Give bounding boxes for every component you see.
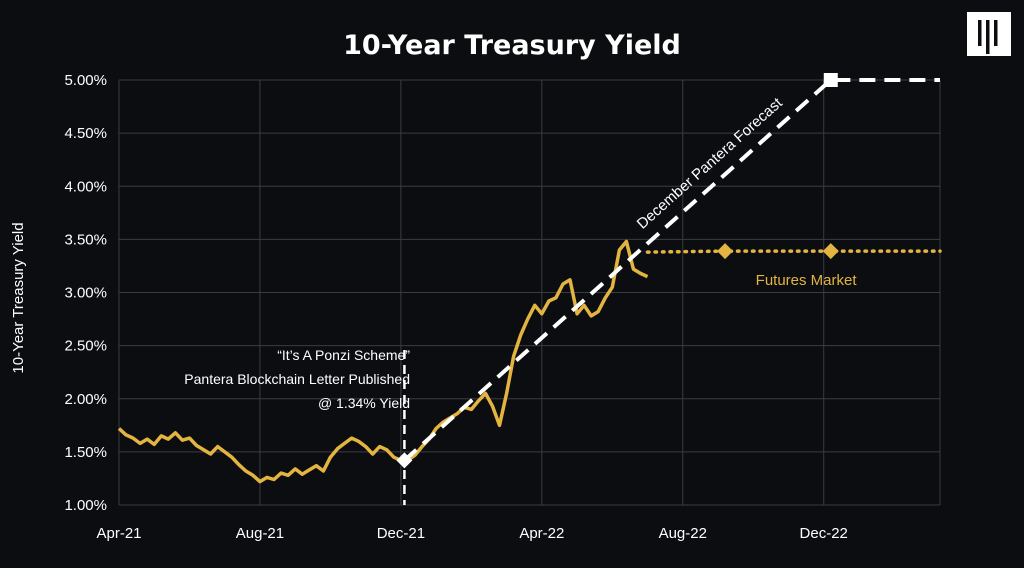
ponzi-annotation-line-2: Pantera Blockchain Letter Published <box>184 371 410 387</box>
x-tick-label: Apr-22 <box>519 525 564 542</box>
forecast-end-point <box>823 73 838 87</box>
y-tick-label: 1.50% <box>64 444 107 461</box>
y-tick-labels: 1.00% 1.50% 2.00% 2.50% 3.00% 3.50% 4.00% 4.50%… <box>64 72 107 514</box>
y-tick-label: 2.50% <box>64 338 107 355</box>
ponzi-annotation: “It’s A Ponzi Scheme” Pantera Blockchain… <box>184 347 410 505</box>
series-forecast-line <box>403 78 940 462</box>
x-tick-label: Aug-22 <box>659 525 707 542</box>
y-axis-label: 10-Year Treasury Yield <box>10 222 27 373</box>
pantera-logo <box>967 12 1011 56</box>
grid <box>118 79 941 506</box>
series-yield-line <box>117 239 649 484</box>
chart-title: 10-Year Treasury Yield <box>343 30 681 61</box>
y-tick-label: 3.00% <box>64 285 107 302</box>
x-tick-label: Dec-22 <box>800 525 848 542</box>
y-tick-label: 1.00% <box>64 497 107 514</box>
x-tick-label: Dec-21 <box>377 525 425 542</box>
y-tick-label: 3.50% <box>64 231 107 248</box>
ponzi-annotation-line-1: “It’s A Ponzi Scheme” <box>277 347 410 363</box>
y-tick-label: 2.00% <box>64 391 107 408</box>
y-tick-label: 4.50% <box>64 125 107 142</box>
y-tick-label: 5.00% <box>64 72 107 89</box>
forecast-start-point <box>396 452 413 469</box>
ponzi-annotation-line-3: @ 1.34% Yield <box>318 395 410 411</box>
x-tick-label: Apr-21 <box>96 525 141 542</box>
futures-point-dec22 <box>822 243 839 260</box>
y-tick-label: 4.00% <box>64 178 107 195</box>
x-tick-label: Aug-21 <box>236 525 284 542</box>
futures-point-aug22 <box>717 243 734 260</box>
series-futures-line <box>645 249 942 254</box>
futures-label: Futures Market <box>756 272 858 289</box>
x-tick-labels: Apr-21 Aug-21 Dec-21 Apr-22 Aug-22 Dec-22 <box>96 525 847 542</box>
